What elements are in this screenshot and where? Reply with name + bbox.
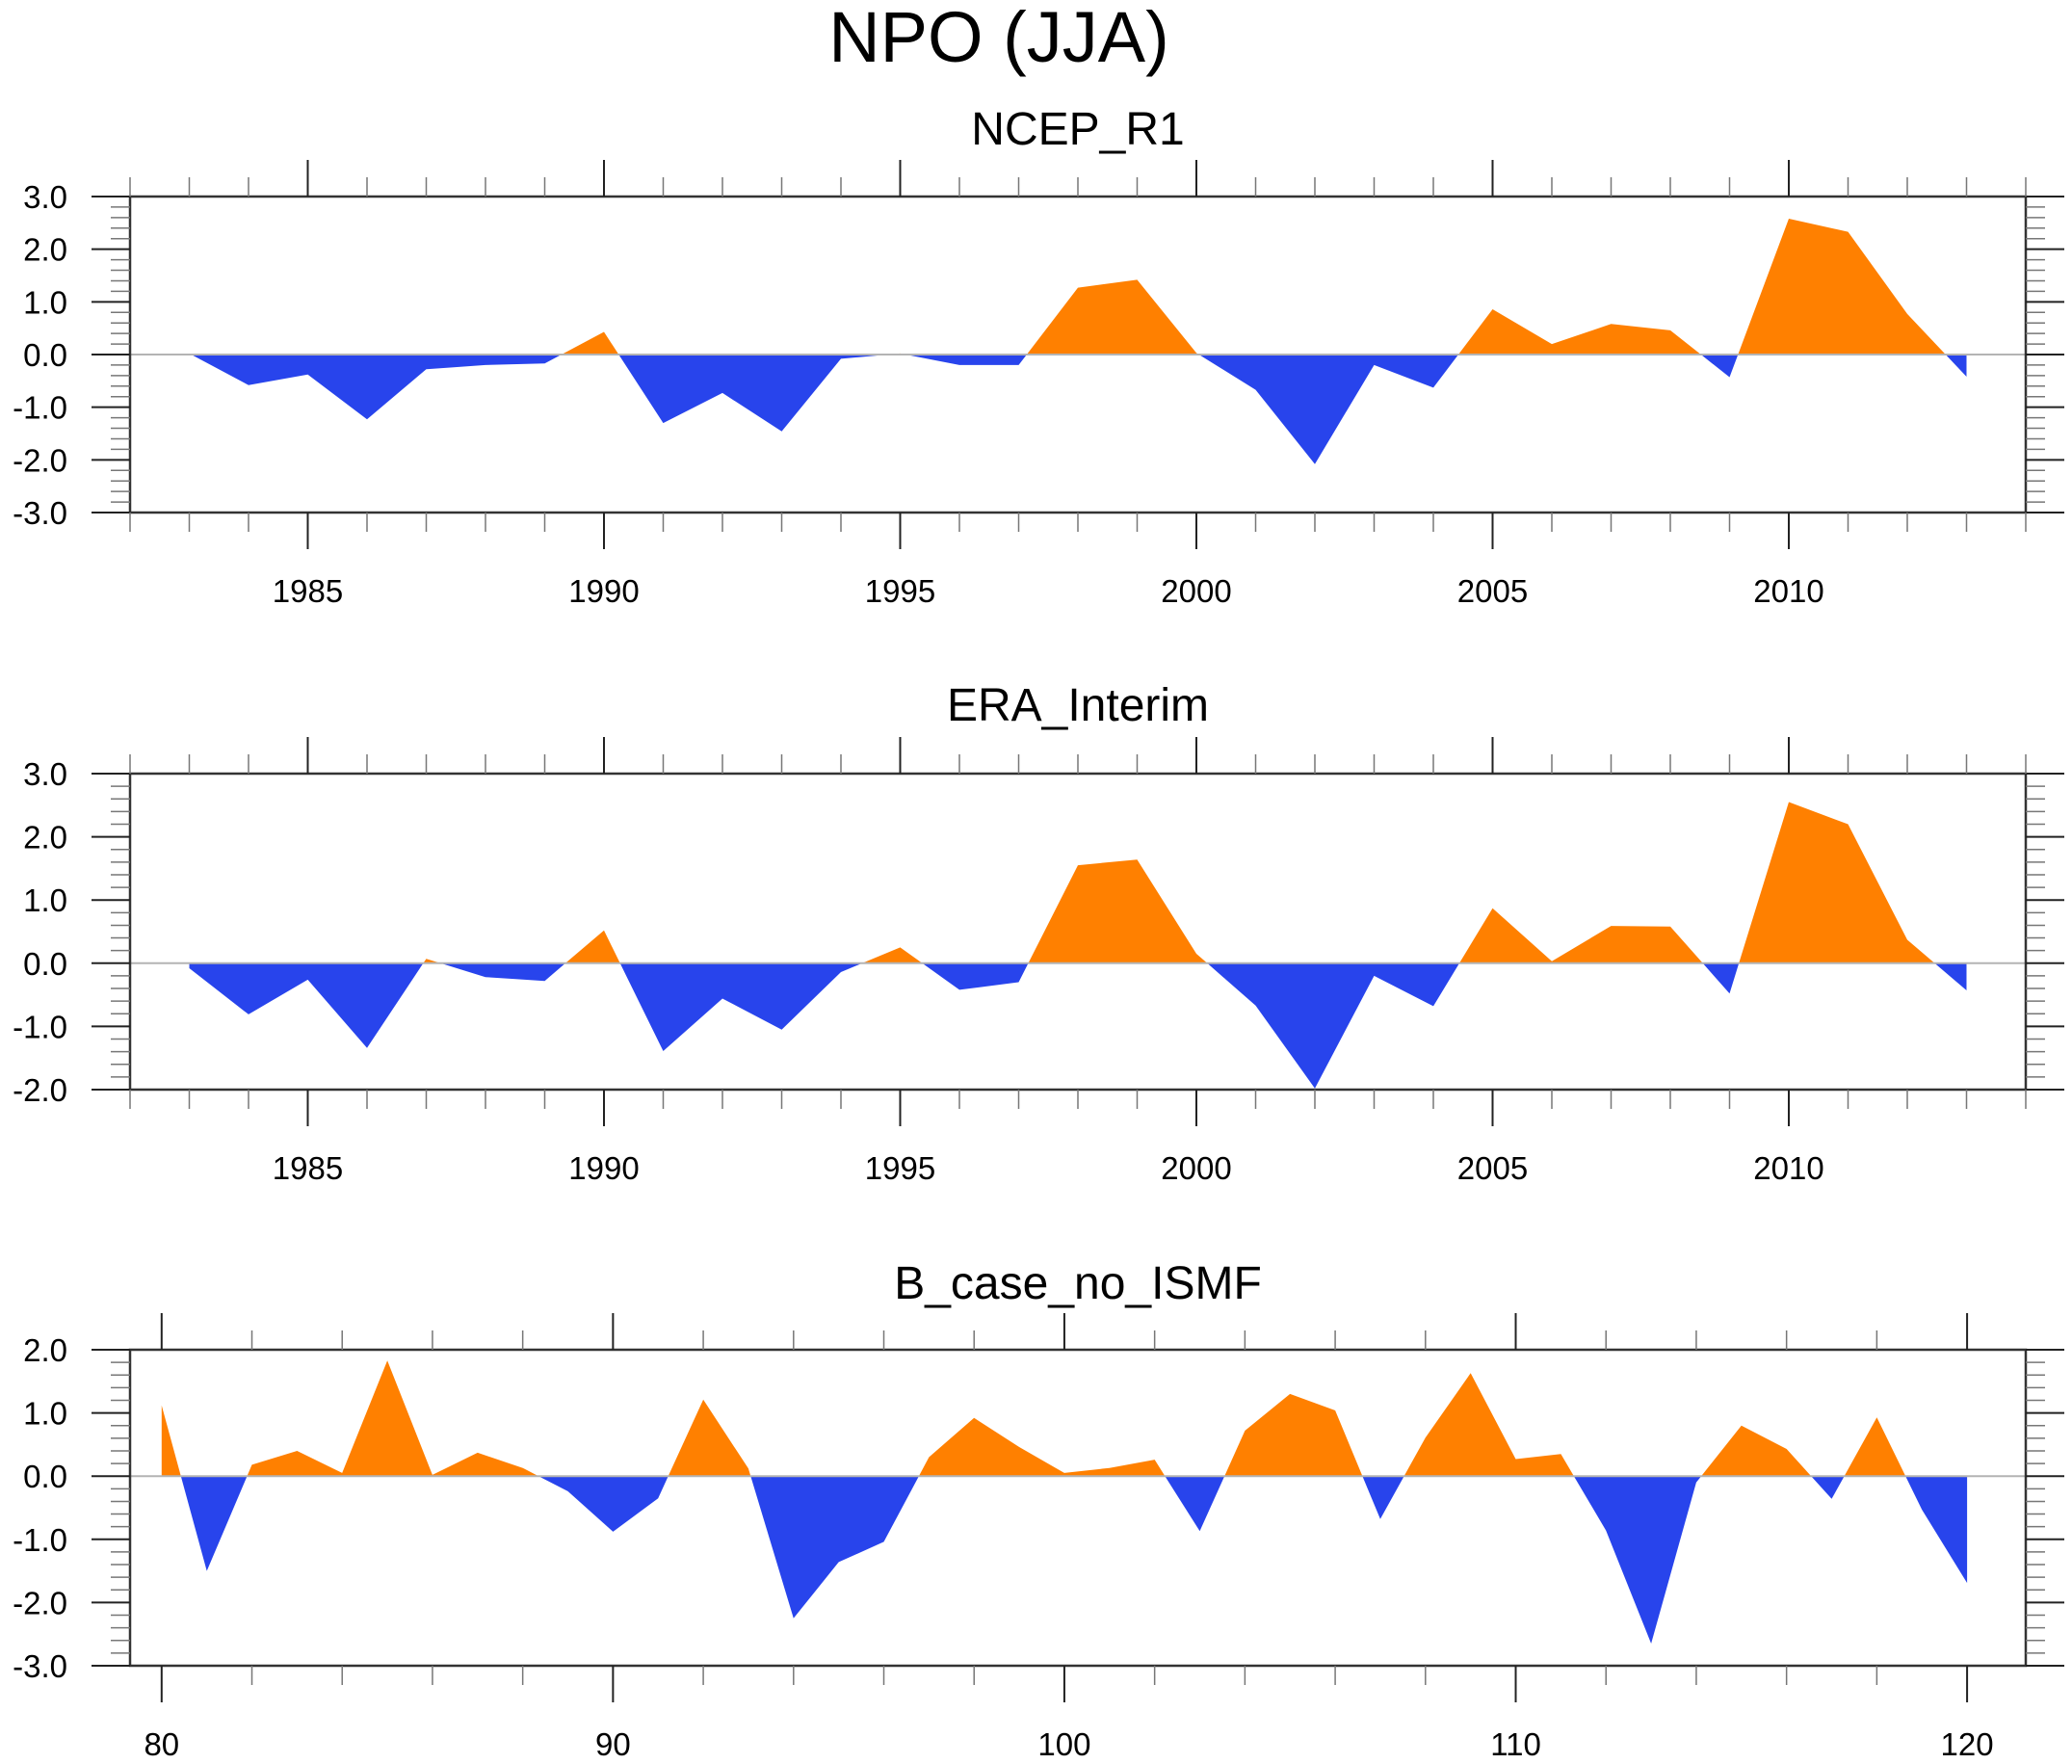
positive-area	[161, 1360, 1968, 1477]
y-tick-label: 1.0	[23, 882, 67, 918]
y-tick-label: -2.0	[13, 1072, 67, 1108]
x-tick-label: 1995	[865, 573, 935, 609]
positive-area	[189, 219, 1967, 355]
panel-title: ERA_Interim	[947, 680, 1209, 731]
y-tick-label: 1.0	[23, 284, 67, 320]
panel-2: ERA_Interim 3.0 2.0 1.0 0.0 -1.0 -2.0 1985 1990 1…	[13, 680, 2064, 1186]
x-tick-label: 1995	[865, 1150, 935, 1186]
x-tick-label: 100	[1037, 1726, 1090, 1762]
x-tick-label: 90	[595, 1726, 631, 1762]
x-tick-label: 80	[144, 1726, 179, 1762]
plot-frame	[128, 1348, 2028, 1668]
x-tick-label: 2010	[1753, 1150, 1823, 1186]
x-tick-label: 110	[1490, 1726, 1541, 1762]
negative-area	[189, 355, 1967, 464]
panel-title: NCEP_R1	[971, 104, 1184, 155]
y-tick-label: 1.0	[23, 1396, 67, 1432]
y-tick-label: 3.0	[23, 756, 67, 792]
x-tick-label: 1985	[273, 1150, 343, 1186]
y-tick-label: 0.0	[23, 337, 67, 373]
y-tick-label: 0.0	[23, 946, 67, 982]
negative-area	[161, 1476, 1968, 1644]
x-tick-label: 1990	[568, 573, 639, 609]
x-tick-label: 1985	[273, 573, 343, 609]
y-tick-label: -3.0	[13, 1648, 67, 1684]
x-tick-label: 2010	[1753, 573, 1823, 609]
y-tick-label: 0.0	[23, 1459, 67, 1494]
y-tick-label: 2.0	[23, 820, 67, 856]
y-tick-label: 3.0	[23, 179, 67, 215]
x-tick-label: 2005	[1457, 1150, 1528, 1186]
y-tick-label: -2.0	[13, 1585, 67, 1620]
y-tick-label: 2.0	[23, 1332, 67, 1368]
y-tick-label: 2.0	[23, 232, 67, 268]
panel-1: NCEP_R1 3.0 2.0 1.0 0.0 -1.0 -2.0 -3.0 1985 1990 1…	[13, 104, 2064, 609]
x-tick-label: 2000	[1161, 1150, 1231, 1186]
y-tick-label: -1.0	[13, 390, 67, 426]
x-tick-label: 2005	[1457, 573, 1528, 609]
main-title: NPO (JJA)	[828, 0, 1169, 77]
panel-3: B_case_no_ISMF 2.0 1.0 0.0 -1.0 -2.0 -3.0 80 90 1…	[13, 1258, 2064, 1762]
x-tick-label: 1990	[568, 1150, 639, 1186]
x-tick-label: 120	[1941, 1726, 1994, 1762]
y-tick-label: -1.0	[13, 1009, 67, 1044]
x-tick-label: 2000	[1161, 573, 1231, 609]
panels: NCEP_R1 3.0 2.0 1.0 0.0 -1.0 -2.0 -3.0 1985 1990 1…	[13, 104, 2064, 1762]
y-tick-label: -3.0	[13, 495, 67, 531]
panel-title: B_case_no_ISMF	[894, 1258, 1262, 1309]
y-tick-label: -2.0	[13, 442, 67, 478]
positive-area	[189, 802, 1967, 963]
negative-area	[189, 962, 1967, 1089]
y-tick-label: -1.0	[13, 1522, 67, 1558]
